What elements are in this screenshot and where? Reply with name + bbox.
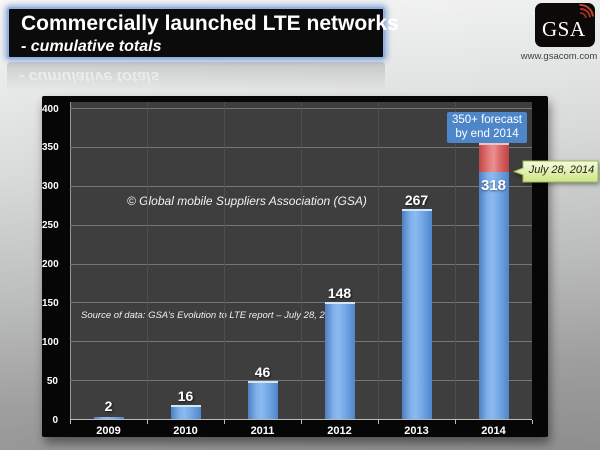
y-axis-tick-label: 150 <box>42 297 59 309</box>
y-axis-tick-label: 50 <box>46 375 58 387</box>
y-axis-tick-label: 250 <box>42 220 59 232</box>
copyright-note: © Global mobile Suppliers Association (G… <box>127 194 367 208</box>
bar-2014 <box>478 169 509 419</box>
gridline-v <box>455 102 456 419</box>
bar-value-label: 267 <box>404 192 429 209</box>
forecast-label: 350+ forecast by end 2014 <box>447 112 527 143</box>
bar-2009 <box>93 417 124 419</box>
x-axis-tick <box>378 420 379 424</box>
y-axis-line <box>70 102 71 420</box>
callout-arrow-shape <box>513 160 599 183</box>
source-note: Source of data: GSA’s Evolution to LTE r… <box>81 310 341 321</box>
x-axis-label-2012: 2012 <box>327 425 352 437</box>
forecast-label-line2: by end 2014 <box>455 128 519 140</box>
y-axis-tick-label: 0 <box>52 414 58 426</box>
bar-2011 <box>247 381 278 419</box>
gridline-v <box>378 102 379 419</box>
x-axis-label-2010: 2010 <box>173 425 198 437</box>
forecast-bar-segment <box>478 142 509 172</box>
page-subtitle: - cumulative totals <box>21 38 162 55</box>
plot-area: © Global mobile Suppliers Association (G… <box>70 102 532 420</box>
x-axis-tick <box>301 420 302 424</box>
x-axis-tick <box>147 420 148 424</box>
forecast-label-line1: 350+ forecast <box>451 114 522 126</box>
title-box: Commercially launched LTE networks - cum… <box>7 7 399 59</box>
bar-value-label: 46 <box>254 364 271 381</box>
x-axis-label-2014: 2014 <box>481 425 506 437</box>
date-callout-text: July 28, 2014 <box>528 164 595 176</box>
bar-2013 <box>401 209 432 419</box>
bar-2010 <box>170 404 201 419</box>
gsa-logo-text: GSA <box>542 17 586 41</box>
bar-value-label: 318 <box>480 176 507 194</box>
gridline-v <box>147 102 148 419</box>
x-axis-label-2013: 2013 <box>404 425 429 437</box>
x-axis-line <box>70 419 532 420</box>
gridline-v <box>301 102 302 419</box>
page-title: Commercially launched LTE networks <box>21 12 399 35</box>
gsa-logo: GSA <box>535 0 600 47</box>
x-axis-label-2011: 2011 <box>250 425 275 437</box>
bar-value-label: 148 <box>327 284 352 301</box>
y-axis-tick-label: 400 <box>42 103 59 115</box>
x-axis-tick <box>224 420 225 424</box>
bar-2012 <box>324 301 355 419</box>
gridline-v <box>224 102 225 419</box>
x-axis-tick <box>455 420 456 424</box>
bar-value-label: 2 <box>104 398 113 414</box>
y-axis-tick-label: 200 <box>42 259 59 270</box>
x-axis-label-2009: 2009 <box>96 425 121 437</box>
x-axis-tick <box>532 420 533 424</box>
date-callout: July 28, 2014 <box>513 160 600 184</box>
y-axis-tick-label: 100 <box>42 336 59 348</box>
bar-value-label: 16 <box>177 387 194 404</box>
y-axis-tick-label: 300 <box>42 181 59 193</box>
chart-panel: © Global mobile Suppliers Association (G… <box>42 96 548 437</box>
x-axis-tick <box>70 420 71 424</box>
y-axis-tick-label: 350 <box>42 142 59 154</box>
gsa-website-url: www.gsacom.com <box>520 51 598 62</box>
